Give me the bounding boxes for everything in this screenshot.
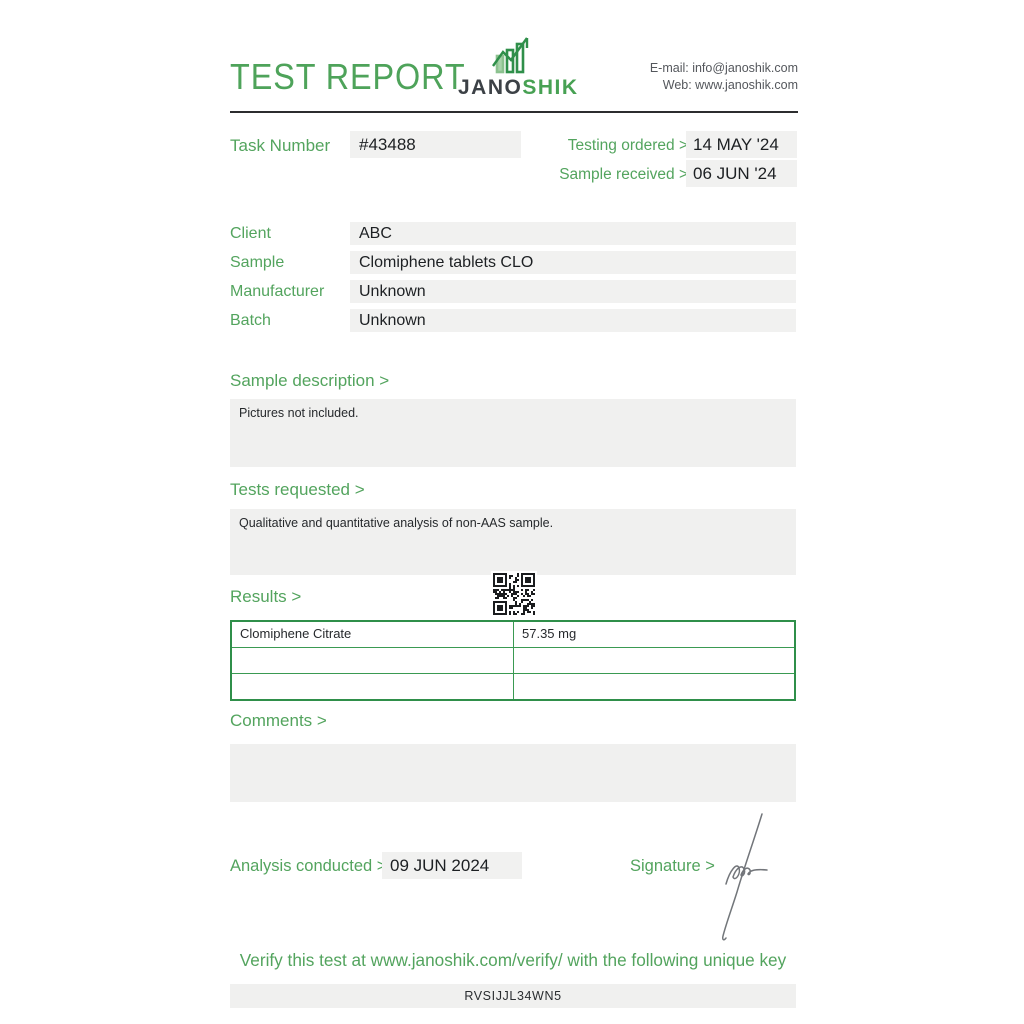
task-number-label: Task Number xyxy=(230,136,331,155)
sample-received-label: Sample received > xyxy=(559,166,688,183)
sample-value: Clomiphene tablets CLO xyxy=(350,251,796,274)
contact-info: E-mail: info@janoshik.com Web: www.janos… xyxy=(598,60,798,94)
results-table: Clomiphene Citrate 57.35 mg xyxy=(230,620,796,701)
task-number-value: #43488 xyxy=(350,131,521,158)
amount-cell xyxy=(514,674,794,699)
table-row xyxy=(232,673,794,699)
analysis-date-value: 09 JUN 2024 xyxy=(382,852,522,879)
unique-key-value: RVSIJJL34WN5 xyxy=(230,984,796,1008)
table-row xyxy=(232,647,794,673)
sample-description-box: Pictures not included. xyxy=(230,399,796,467)
contact-web: Web: www.janoshik.com xyxy=(662,78,798,92)
client-label: Client xyxy=(230,225,271,242)
tests-requested-label: Tests requested > xyxy=(230,480,365,499)
page-title: TEST REPORT xyxy=(230,56,466,97)
contact-email: E-mail: info@janoshik.com xyxy=(649,61,798,75)
comments-label: Comments > xyxy=(230,711,327,730)
chart-bars-icon xyxy=(492,37,529,74)
signature-image xyxy=(722,813,768,941)
logo-text-jano: JANO xyxy=(458,76,523,99)
verify-text: Verify this test at www.janoshik.com/ver… xyxy=(239,950,787,970)
header-divider xyxy=(230,111,798,113)
batch-label: Batch xyxy=(230,312,271,329)
analysis-conducted-label: Analysis conducted > xyxy=(230,857,387,875)
tests-requested-box: Qualitative and quantitative analysis of… xyxy=(230,509,796,575)
sample-description-label: Sample description > xyxy=(230,371,390,390)
client-value: ABC xyxy=(350,222,796,245)
logo-text-shik: SHIK xyxy=(522,76,579,99)
logo-wordmark: JANOSHIK xyxy=(458,76,577,100)
comments-box xyxy=(230,744,796,802)
amount-cell: 57.35 mg xyxy=(522,626,577,641)
analyte-cell: Clomiphene Citrate xyxy=(232,622,514,647)
testing-ordered-label: Testing ordered > xyxy=(567,137,688,154)
signature-label: Signature > xyxy=(630,857,715,875)
amount-cell xyxy=(514,648,794,673)
qr-code-icon xyxy=(491,571,537,617)
analyte-cell xyxy=(232,674,514,699)
sample-label: Sample xyxy=(230,254,285,271)
manufacturer-label: Manufacturer xyxy=(230,283,325,300)
janoshik-logo: JANOSHIK xyxy=(458,36,577,100)
batch-value: Unknown xyxy=(350,309,796,332)
results-label: Results > xyxy=(230,587,302,606)
table-row: Clomiphene Citrate 57.35 mg xyxy=(232,622,794,647)
analyte-cell xyxy=(232,648,514,673)
manufacturer-value: Unknown xyxy=(350,280,796,303)
sample-received-value: 06 JUN '24 xyxy=(686,160,797,187)
testing-ordered-value: 14 MAY '24 xyxy=(686,131,797,158)
